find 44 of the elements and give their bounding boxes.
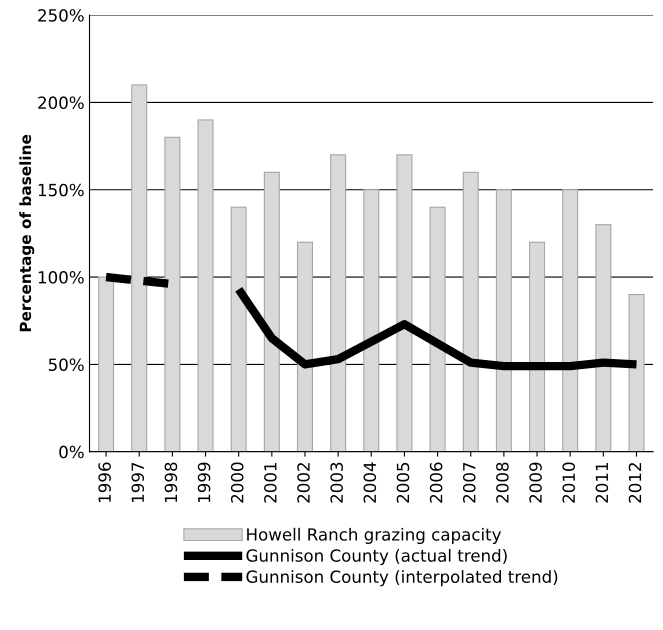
x-tick-label: 1996 <box>98 462 111 502</box>
x-tick-label: 2003 <box>330 462 343 503</box>
x-tick-label: 1997 <box>131 462 144 502</box>
y-tick-label: 100% <box>38 271 84 284</box>
x-tick-label: 1998 <box>164 462 178 502</box>
legend-label: Gunnison County (actual trend) <box>246 548 507 566</box>
x-tick-label: 2010 <box>562 462 576 503</box>
bar <box>562 189 578 452</box>
bar <box>462 172 479 452</box>
x-tick-label: 2000 <box>230 462 244 503</box>
bar <box>363 189 380 452</box>
bar <box>330 154 346 452</box>
bar <box>430 206 446 452</box>
y-tick-label: 250% <box>38 9 84 22</box>
x-tick-label: 2001 <box>264 462 277 503</box>
bar <box>198 119 214 452</box>
x-tick-label: 2007 <box>462 462 476 503</box>
y-tick-label: 150% <box>38 184 84 196</box>
bar <box>628 294 644 452</box>
x-tick-label: 2012 <box>628 463 642 503</box>
bar <box>529 242 546 452</box>
bar <box>98 276 114 452</box>
bar <box>164 136 180 452</box>
bar <box>296 242 313 452</box>
bar <box>131 84 148 452</box>
x-tick-label: 2002 <box>297 463 310 503</box>
bar <box>230 206 247 452</box>
x-tick-label: 2006 <box>430 462 442 503</box>
bar <box>264 172 280 452</box>
y-tick-label: 0% <box>59 446 84 458</box>
x-tick-label: 2008 <box>496 462 509 503</box>
bar <box>496 189 512 452</box>
bar <box>396 154 412 452</box>
x-tick-label: 1999 <box>198 462 210 502</box>
legend-label: Howell Ranch grazing capacity <box>247 528 502 544</box>
y-axis-title: Percentage of baseline <box>19 134 34 332</box>
x-tick-label: 2005 <box>396 462 410 503</box>
x-tick-label: 2009 <box>529 462 542 503</box>
y-tick-label: 200% <box>38 96 84 110</box>
y-tick-label: 50% <box>48 358 84 371</box>
x-tick-label: 2011 <box>596 462 608 503</box>
bar <box>595 224 612 452</box>
x-tick-label: 2004 <box>364 462 376 503</box>
legend-label: Gunnison County (interpolated trend) <box>246 570 558 586</box>
